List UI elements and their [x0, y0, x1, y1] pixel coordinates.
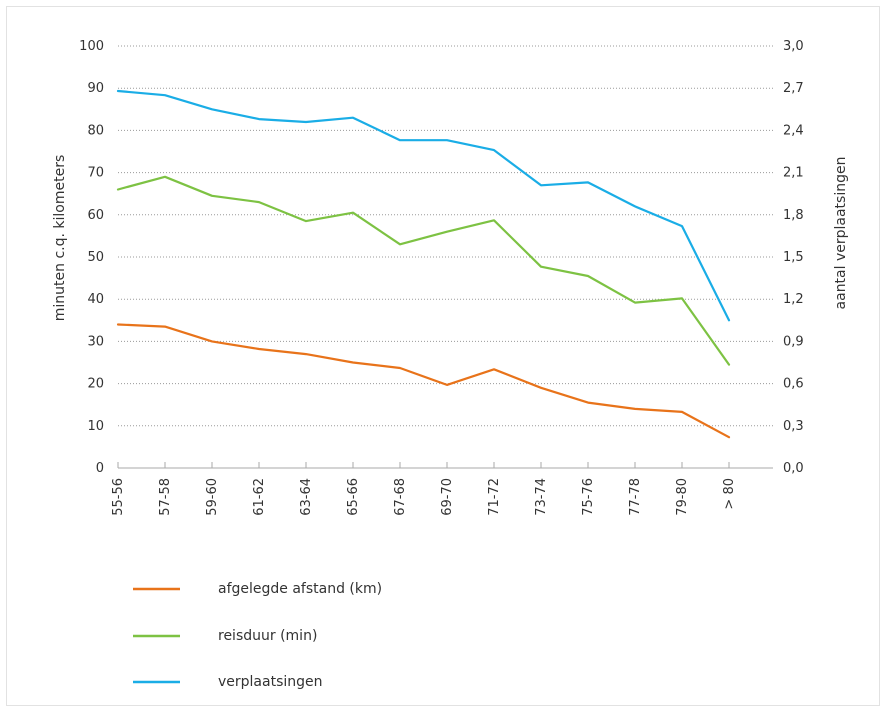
x-tick-label: 59-60 — [205, 478, 220, 516]
right-y-tick-label: 0,6 — [783, 377, 804, 392]
left-y-tick-label: 70 — [87, 166, 104, 181]
right-y-tick-label: 1,5 — [783, 250, 804, 265]
right-y-tick-label: 0,0 — [783, 461, 804, 476]
legend-label: afgelegde afstand (km) — [218, 581, 382, 597]
x-tick-label: 57-58 — [158, 478, 173, 516]
legend-label: reisduur (min) — [218, 628, 317, 644]
right-y-tick-label: 3,0 — [783, 39, 804, 54]
left-y-tick-label: 100 — [79, 39, 104, 54]
left-y-tick-label: 0 — [96, 461, 104, 476]
x-tick-label: 61-62 — [252, 478, 267, 516]
right-y-axis-ticks: 0,0 0,3 0,6 0,9 1,2 1,5 1,8 2,1 2,4 2,7 3,0 — [783, 39, 804, 476]
x-axis: 55-56 57-58 59-60 61-62 63-64 65-66 67-68 69-70… — [111, 462, 773, 516]
left-y-tick-label: 90 — [87, 81, 104, 96]
x-tick-label: 65-66 — [346, 478, 361, 516]
x-tick-label: 77-78 — [628, 478, 643, 516]
x-tick-label: 75-76 — [581, 478, 596, 516]
left-y-tick-label: 40 — [87, 292, 104, 307]
left-y-tick-label: 10 — [87, 419, 104, 434]
left-y-tick-label: 30 — [87, 334, 104, 349]
x-tick-label: 55-56 — [111, 478, 126, 516]
right-y-tick-label: 2,7 — [783, 81, 804, 96]
chart-frame — [6, 6, 880, 706]
legend: afgelegde afstand (km) reisduur (min) verp… — [133, 581, 382, 690]
x-tick-label: 67-68 — [393, 478, 408, 516]
x-tick-label: 79-80 — [675, 478, 690, 516]
left-y-tick-label: 20 — [87, 377, 104, 392]
left-y-tick-label: 60 — [87, 208, 104, 223]
series-line — [116, 175, 731, 366]
x-tick-label: 69-70 — [440, 478, 455, 516]
x-tick-label: > 80 — [722, 478, 737, 510]
right-y-axis-label: aantal verplaatsingen — [833, 157, 849, 310]
left-y-tick-label: 50 — [87, 250, 104, 265]
x-tick-label: 63-64 — [299, 478, 314, 516]
right-y-tick-label: 1,2 — [783, 292, 804, 307]
right-y-tick-label: 0,9 — [783, 334, 804, 349]
right-y-tick-label: 0,3 — [783, 419, 804, 434]
x-tick-label: 71-72 — [487, 478, 502, 516]
right-y-tick-label: 2,4 — [783, 123, 804, 138]
series-lines — [116, 89, 731, 439]
right-y-tick-label: 1,8 — [783, 208, 804, 223]
right-y-tick-label: 2,1 — [783, 166, 804, 181]
left-y-axis-ticks: 0 10 20 30 40 50 60 70 80 90 100 — [79, 39, 104, 476]
series-line — [116, 89, 731, 322]
gridlines — [118, 45, 773, 427]
left-y-tick-label: 80 — [87, 123, 104, 138]
legend-label: verplaatsingen — [218, 674, 323, 690]
series-line — [116, 323, 731, 439]
left-y-axis-label: minuten c.q. kilometers — [52, 155, 68, 322]
x-tick-label: 73-74 — [534, 478, 549, 516]
